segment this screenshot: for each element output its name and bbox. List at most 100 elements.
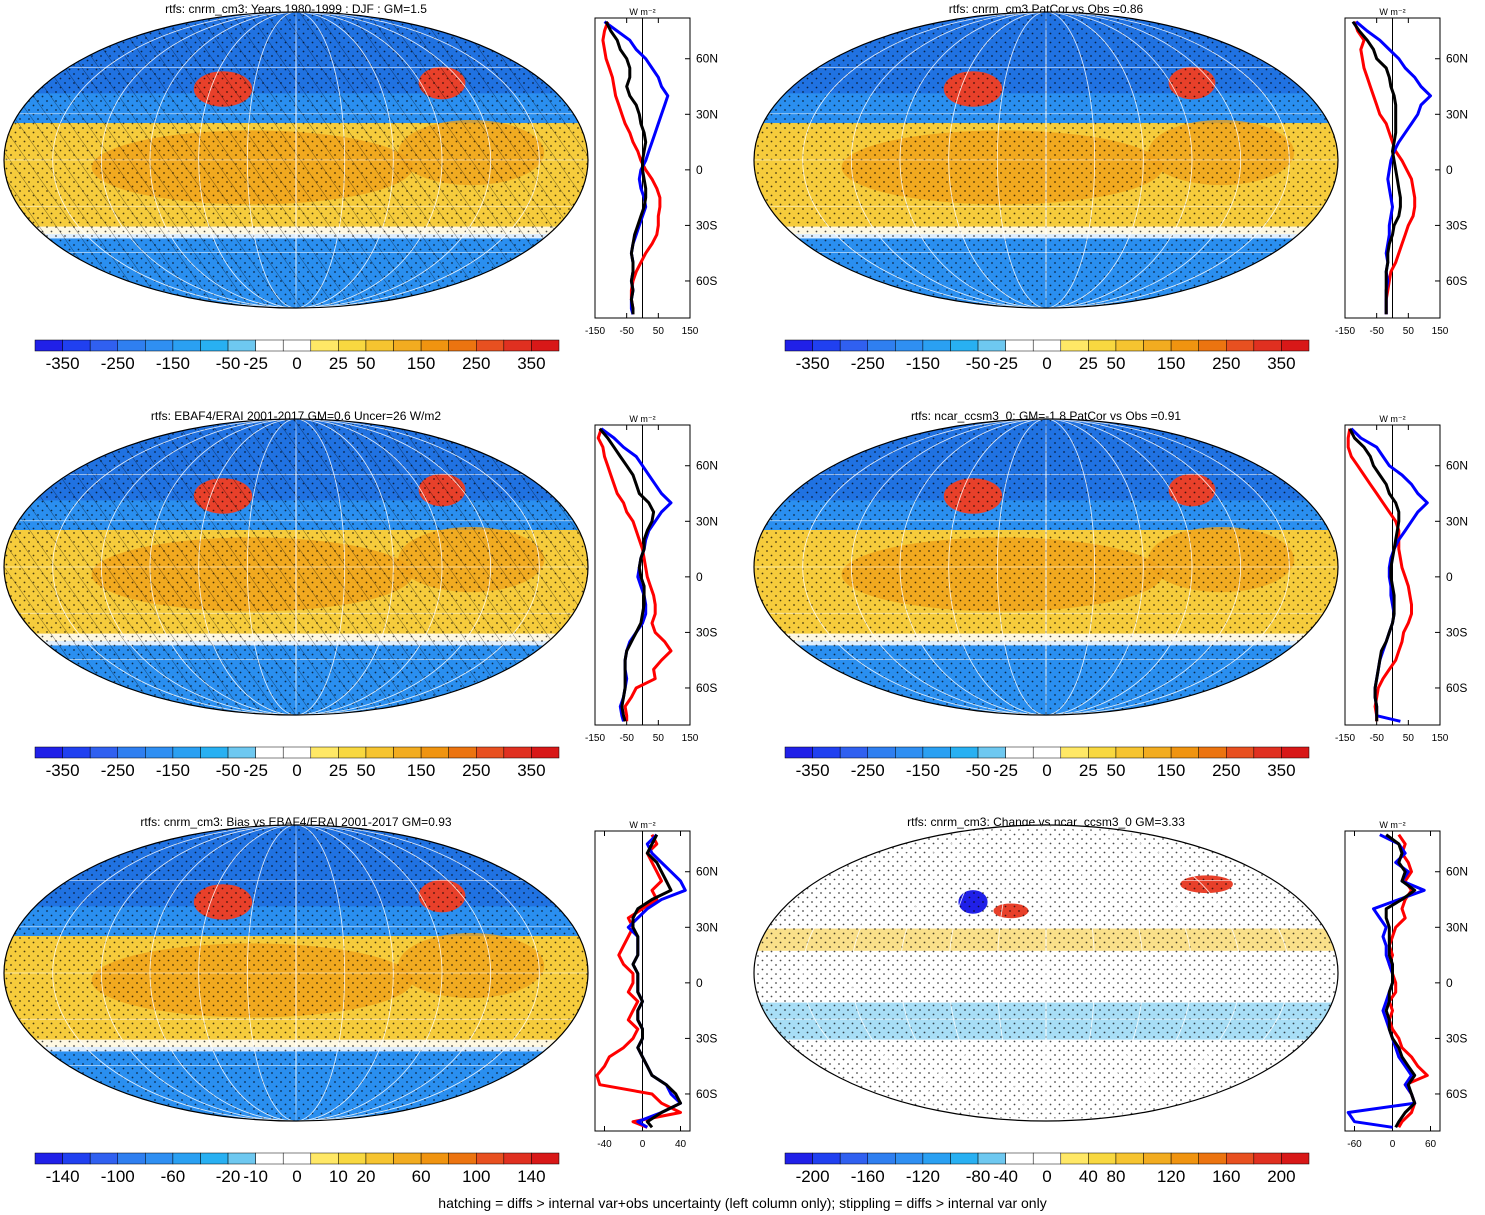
colorbar-swatch <box>145 746 174 759</box>
colorbar-swatch <box>393 1152 422 1165</box>
colorbar-label: 0 <box>292 354 301 373</box>
graticule-lon <box>948 12 1144 308</box>
panel-title: rtfs: cnrm_cm3: Bias vs EBAF4/ERAI 2001-… <box>140 815 451 829</box>
colorbar-swatch <box>393 746 422 759</box>
graticule-lon <box>1045 419 1047 715</box>
x-tick-label: -40 <box>597 1139 612 1150</box>
colorbar-swatch <box>365 1152 394 1165</box>
panel: rtfs: cnrm_cm3 PatCor vs Obs =0.86 -350 -2… <box>753 2 1468 373</box>
zonal-series-line <box>598 427 656 722</box>
graticule-lon <box>295 419 297 715</box>
x-tick-label: -150 <box>1335 733 1355 744</box>
colorbar-label: 0 <box>292 1167 301 1186</box>
zonal-series-line <box>1353 21 1417 315</box>
graticule-lon <box>899 12 1193 308</box>
colorbar-swatch <box>310 746 339 759</box>
panel-title: rtfs: EBAF4/ERAI 2001-2017 GM=0.6 Uncer=… <box>151 409 441 423</box>
colorbar-swatch <box>393 339 422 352</box>
colorbar-swatch <box>867 339 896 352</box>
graticule-lon <box>850 419 1242 715</box>
colorbar-label: -160 <box>851 1167 885 1186</box>
colorbar-swatch <box>62 1152 91 1165</box>
colorbar-swatch <box>476 339 505 352</box>
x-tick-label: -60 <box>1347 1139 1362 1150</box>
colorbar-swatch <box>922 339 951 352</box>
colorbar-label: -250 <box>101 761 135 780</box>
y-tick-label: 30N <box>696 107 718 121</box>
colorbar-label: 50 <box>356 761 375 780</box>
map-field <box>4 419 588 715</box>
colorbar-label: 120 <box>1157 1167 1185 1186</box>
colorbar-swatch <box>1088 1152 1117 1165</box>
colorbar-swatch <box>365 339 394 352</box>
y-tick-label: 60S <box>1446 1087 1467 1101</box>
y-tick-label: 60S <box>696 1087 717 1101</box>
colorbar-swatch <box>62 339 91 352</box>
graticule-lon <box>1045 825 1047 1121</box>
colorbar-swatch <box>503 746 532 759</box>
x-tick-label: 0 <box>1390 1139 1396 1150</box>
footnote: hatching = diffs > internal var+obs unce… <box>438 1195 1047 1211</box>
y-tick-label: 30S <box>1446 1031 1467 1045</box>
colorbar-swatch <box>338 1152 367 1165</box>
x-tick-label: -150 <box>585 326 605 337</box>
colorbar-swatch <box>1143 1152 1172 1165</box>
zonal-series-line <box>595 834 682 1129</box>
colorbar-swatch <box>34 339 63 352</box>
colorbar-swatch <box>812 1152 841 1165</box>
panel-title: rtfs: ncar_ccsm3_0: GM=-1.8 PatCor vs Ob… <box>911 409 1181 423</box>
graticule-lon <box>149 825 443 1121</box>
y-tick-label: 30S <box>1446 625 1467 639</box>
colorbar-swatch <box>34 746 63 759</box>
colorbar-swatch <box>503 339 532 352</box>
y-tick-label: 60S <box>1446 681 1467 695</box>
colorbar-swatch <box>1032 1152 1062 1165</box>
panel: rtfs: cnrm_cm3: Bias vs EBAF4/ERAI 2001-… <box>3 815 718 1186</box>
colorbar-swatch <box>950 339 979 352</box>
colorbar-swatch <box>1170 746 1199 759</box>
colorbar-swatch <box>839 1152 868 1165</box>
colorbar-label: -25 <box>993 354 1018 373</box>
colorbar-label: -50 <box>216 354 241 373</box>
colorbar-label: -250 <box>851 354 885 373</box>
colorbar-label: 25 <box>329 761 348 780</box>
zonal-series-line <box>1346 428 1413 722</box>
graticule-lon <box>100 12 492 308</box>
graticule-lon <box>948 825 1144 1121</box>
colorbar-swatch <box>89 339 118 352</box>
colorbar-label: -25 <box>993 761 1018 780</box>
unit-label: W m⁻² <box>1379 414 1405 424</box>
graticule-lon <box>850 825 1242 1121</box>
y-tick-label: 60N <box>1446 52 1468 66</box>
map-outline <box>753 824 1339 1122</box>
colorbar-label: 80 <box>1106 1167 1125 1186</box>
colorbar-swatch <box>1281 339 1310 352</box>
graticule-lon <box>246 419 346 715</box>
colorbar-swatch <box>1088 746 1117 759</box>
colorbar-label: -60 <box>161 1167 186 1186</box>
colorbar-label: -140 <box>46 1167 80 1186</box>
panel: rtfs: cnrm_cm3: Change vs ncar_ccsm3_0 G… <box>753 815 1468 1186</box>
colorbar-swatch <box>310 339 339 352</box>
colorbar-swatch <box>62 746 91 759</box>
zonal-series-line <box>604 21 648 315</box>
colorbar-label: 50 <box>356 354 375 373</box>
graticule-lon <box>1045 12 1047 308</box>
graticule-lon <box>802 12 1290 308</box>
colorbar-swatch <box>950 1152 979 1165</box>
colorbar-label: -150 <box>906 354 940 373</box>
y-tick-label: 0 <box>1446 163 1453 177</box>
graticule-lon <box>100 825 492 1121</box>
y-tick-label: 60S <box>696 274 717 288</box>
graticule-lon <box>802 825 1290 1121</box>
graticule-lon <box>850 12 1242 308</box>
graticule-lon <box>996 825 1096 1121</box>
colorbar-label: -25 <box>243 761 268 780</box>
x-tick-label: -50 <box>619 326 634 337</box>
colorbar-swatch <box>1005 746 1034 759</box>
colorbar-label: 150 <box>407 354 435 373</box>
colorbar-label: 0 <box>292 761 301 780</box>
y-tick-label: 30N <box>1446 107 1468 121</box>
graticule-lon <box>996 12 1096 308</box>
colorbar-swatch <box>172 339 201 352</box>
